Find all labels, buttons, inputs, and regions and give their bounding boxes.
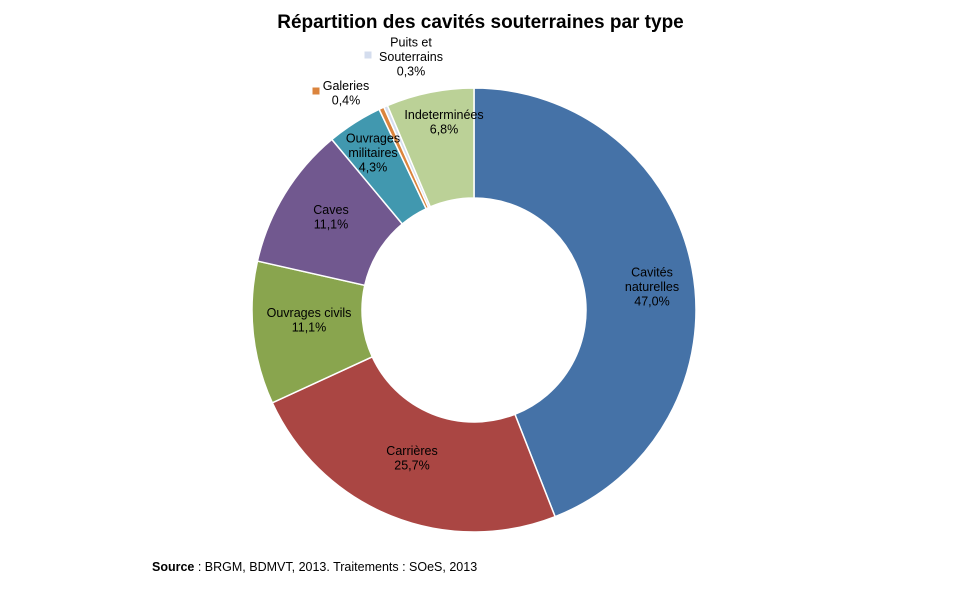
chart-title: Répartition des cavités souterraines par…	[277, 12, 684, 33]
label-carrieres: Carrières 25,7%	[386, 444, 437, 473]
source-text: : BRGM, BDMVT, 2013. Traitements : SOeS,…	[194, 560, 478, 574]
slice-cavites-naturelles	[473, 87, 697, 518]
label-ouvrages-militaires: Ouvrages militaires 4,3%	[346, 132, 400, 175]
label-indeterminees: Indeterminées 6,8%	[404, 108, 483, 137]
marker-puits-et-souterrains	[364, 51, 372, 59]
slice-labels: Cavités naturelles 47,0% Carrières 25,7% Ouvr…	[267, 36, 679, 473]
label-puits-et-souterrains: Puits et Souterrains 0,3%	[379, 36, 443, 79]
label-cavites-naturelles: Cavités naturelles 47,0%	[625, 266, 679, 309]
label-ouvrages-civils: Ouvrages civils 11,1%	[267, 306, 352, 335]
source-note: Source : BRGM, BDMVT, 2013. Traitements …	[152, 560, 477, 574]
label-caves: Caves 11,1%	[313, 203, 348, 232]
label-galeries: Galeries 0,4%	[323, 79, 370, 108]
slice-carrieres	[271, 355, 557, 533]
source-prefix: Source	[152, 560, 195, 574]
slice-indeterminees	[386, 87, 475, 208]
donut-slices	[251, 87, 697, 533]
marker-galeries	[312, 87, 320, 95]
leader-markers	[312, 51, 372, 95]
